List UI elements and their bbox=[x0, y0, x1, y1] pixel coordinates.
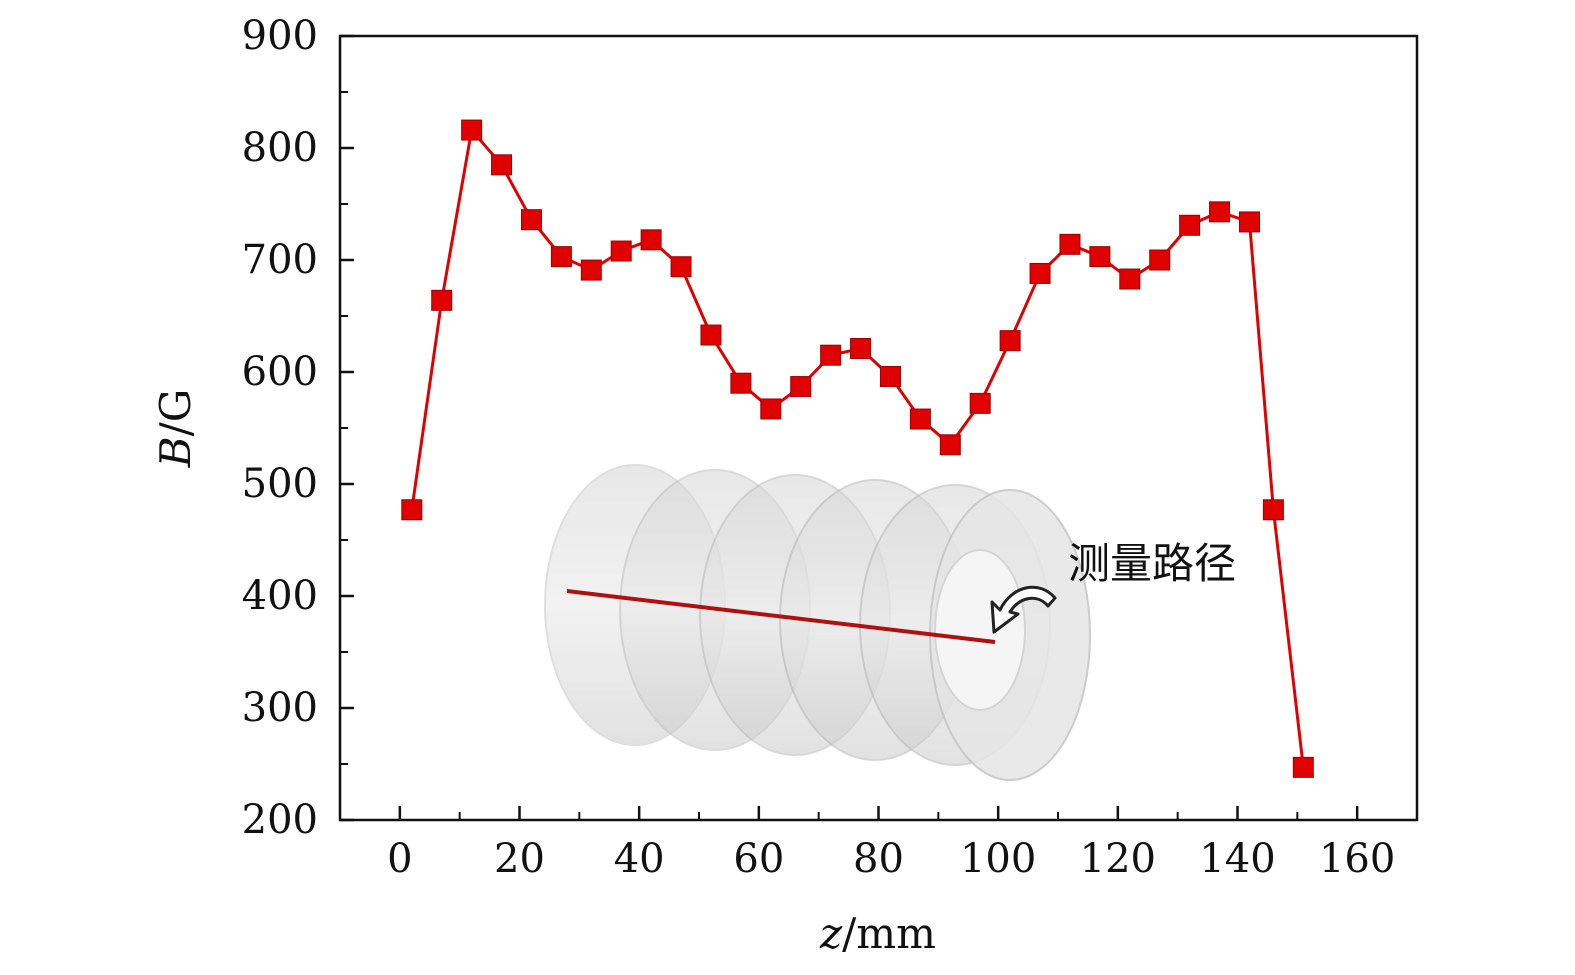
y-tick-label: 200 bbox=[242, 797, 318, 843]
x-axis-ticks: 0 20 40 60 80 100 120 140 160 bbox=[339, 806, 1395, 882]
data-point bbox=[1262, 499, 1284, 521]
path-annotation: 测量路径 bbox=[1068, 539, 1236, 588]
data-point bbox=[1029, 262, 1051, 284]
data-point bbox=[879, 365, 901, 387]
coil-rings bbox=[544, 464, 1091, 781]
data-point bbox=[1238, 211, 1260, 233]
x-tick-label: 120 bbox=[1080, 836, 1156, 882]
y-tick-label: 900 bbox=[242, 13, 318, 59]
y-tick-label: 300 bbox=[242, 685, 318, 731]
curved-arrow-icon bbox=[990, 585, 1057, 634]
data-point bbox=[1292, 756, 1314, 778]
measurement-path bbox=[566, 589, 996, 644]
y-tick-label: 700 bbox=[242, 237, 318, 283]
data-point bbox=[999, 330, 1021, 352]
x-tick-label: 60 bbox=[733, 836, 784, 882]
data-point bbox=[820, 344, 842, 366]
data-point bbox=[670, 256, 692, 278]
data-point bbox=[1059, 233, 1081, 255]
data-point bbox=[850, 337, 872, 359]
y-tick-label: 400 bbox=[242, 573, 318, 619]
x-axis-title: z/mm bbox=[819, 909, 936, 958]
coil-bore bbox=[934, 549, 1026, 711]
data-point bbox=[610, 240, 632, 262]
data-point bbox=[969, 392, 991, 414]
x-tick-label: 20 bbox=[494, 836, 545, 882]
x-tick-label: 100 bbox=[960, 836, 1036, 882]
data-point bbox=[700, 324, 722, 346]
data-point bbox=[461, 119, 483, 141]
data-point bbox=[909, 408, 931, 430]
data-point bbox=[431, 289, 453, 311]
y-axis-title: B/G bbox=[151, 389, 200, 469]
x-tick-label: 140 bbox=[1199, 836, 1275, 882]
y-tick-label: 600 bbox=[242, 349, 318, 395]
solenoid-inset: 测量路径 bbox=[544, 464, 1236, 781]
data-point bbox=[1209, 201, 1231, 223]
data-point bbox=[1089, 246, 1111, 268]
data-point bbox=[550, 246, 572, 268]
y-tick-label: 800 bbox=[242, 125, 318, 171]
data-point bbox=[730, 372, 752, 394]
data-point bbox=[939, 434, 961, 456]
data-point bbox=[1119, 268, 1141, 290]
data-point bbox=[640, 229, 662, 251]
x-tick-label: 0 bbox=[387, 836, 412, 882]
y-axis-ticks: 200 300 400 500 600 700 800 900 bbox=[242, 13, 354, 843]
data-point bbox=[790, 376, 812, 398]
data-point bbox=[1179, 214, 1201, 236]
x-tick-label: 40 bbox=[614, 836, 665, 882]
data-point bbox=[401, 499, 423, 521]
data-point bbox=[760, 398, 782, 420]
x-tick-label: 80 bbox=[853, 836, 904, 882]
data-series bbox=[401, 119, 1314, 778]
data-point bbox=[520, 209, 542, 231]
data-point bbox=[580, 259, 602, 281]
x-tick-label: 160 bbox=[1319, 836, 1395, 882]
data-point bbox=[491, 154, 513, 176]
data-point bbox=[1149, 249, 1171, 271]
y-tick-label: 500 bbox=[242, 461, 318, 507]
